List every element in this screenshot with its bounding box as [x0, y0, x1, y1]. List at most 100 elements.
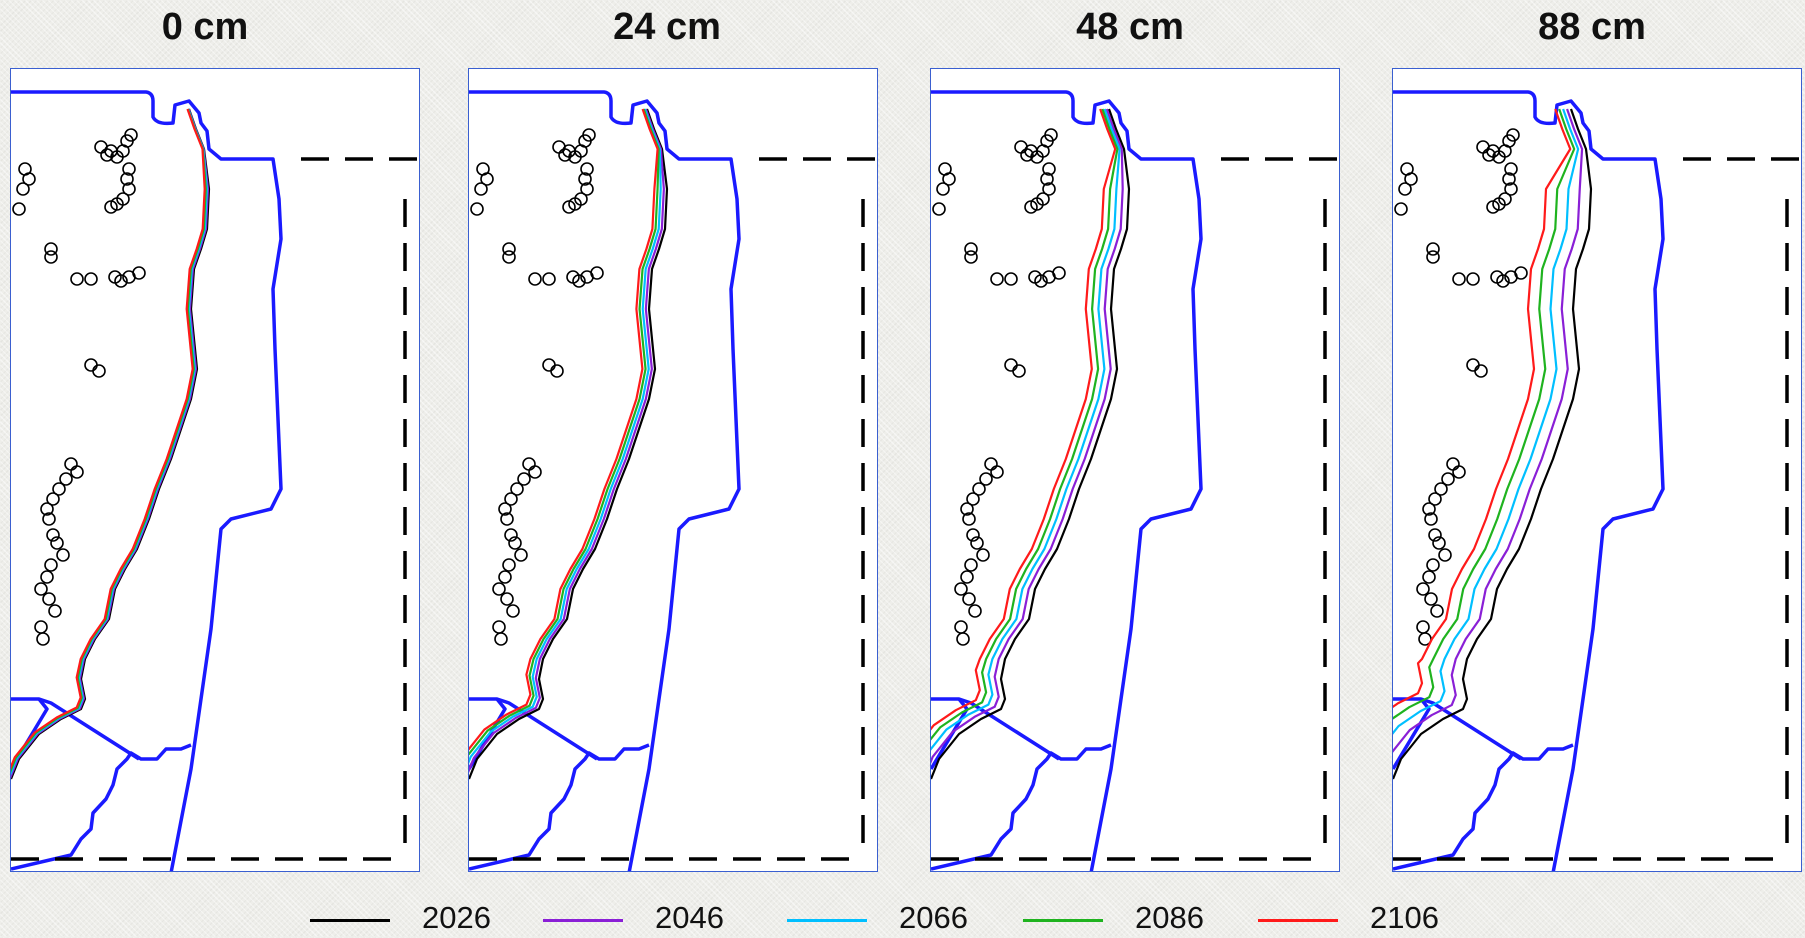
observation-point-6 [1044, 128, 1058, 142]
observation-point-33 [1424, 512, 1438, 526]
observation-point-27 [984, 457, 998, 471]
observation-point-31 [1428, 492, 1442, 506]
observation-point-40 [42, 592, 56, 606]
shoreline-2066 [931, 108, 1121, 751]
observation-point-1 [100, 148, 114, 162]
observation-point-40 [962, 592, 976, 606]
boundary-line-3 [11, 743, 192, 871]
observation-point-15 [16, 182, 30, 196]
observation-point-19 [528, 272, 542, 286]
observation-point-38 [40, 570, 54, 584]
observation-point-16 [932, 202, 946, 216]
observation-point-32 [498, 502, 512, 516]
scenario-title-0cm: 0 cm [161, 6, 249, 48]
shoreline-2046 [1393, 108, 1584, 753]
legend-label-2026: 2026 [422, 900, 491, 935]
observation-point-35 [1432, 536, 1446, 550]
shoreline-2046 [931, 108, 1124, 765]
observation-point-7 [580, 162, 594, 176]
observation-point-24 [590, 266, 604, 280]
observation-point-29 [979, 472, 993, 486]
observation-point-37 [964, 558, 978, 572]
observation-point-1 [1482, 148, 1496, 162]
observation-point-42 [492, 620, 506, 634]
observation-point-27 [1446, 457, 1460, 471]
observation-point-24 [132, 266, 146, 280]
observation-point-20 [542, 272, 556, 286]
observation-point-28 [990, 465, 1004, 479]
observation-point-15 [936, 182, 950, 196]
observation-point-38 [1422, 570, 1436, 584]
observation-point-7 [1504, 162, 1518, 176]
shoreline-2026 [931, 108, 1131, 780]
observation-point-32 [1422, 502, 1436, 516]
observation-point-8 [1502, 172, 1516, 186]
boundary-line-1 [931, 697, 1060, 761]
observation-point-19 [1452, 272, 1466, 286]
legend-swatch-2066 [787, 919, 867, 922]
observation-point-16 [1394, 202, 1408, 216]
observation-point-14 [942, 172, 956, 186]
observation-point-24 [1052, 266, 1066, 280]
observation-point-20 [84, 272, 98, 286]
observation-point-7 [122, 162, 136, 176]
observation-point-34 [46, 528, 60, 542]
observation-point-39 [34, 582, 48, 596]
legend-swatch-2026 [310, 919, 390, 922]
observation-point-37 [44, 558, 58, 572]
observation-point-35 [970, 536, 984, 550]
observation-point-20 [1466, 272, 1480, 286]
observation-point-29 [59, 472, 73, 486]
observation-point-40 [1424, 592, 1438, 606]
observation-point-39 [954, 582, 968, 596]
observation-point-42 [1416, 620, 1430, 634]
observation-point-33 [500, 512, 514, 526]
shoreline-2066 [1393, 108, 1580, 735]
boundary-line-0 [1393, 90, 1665, 871]
observation-point-41 [1430, 604, 1444, 618]
observation-point-31 [46, 492, 60, 506]
observation-point-32 [40, 502, 54, 516]
observation-point-33 [42, 512, 56, 526]
boundary-line-3 [1393, 743, 1574, 871]
observation-point-38 [498, 570, 512, 584]
observation-point-42 [954, 620, 968, 634]
boundary-line-1 [11, 697, 140, 761]
legend-swatch-2106 [1258, 919, 1338, 922]
legend-label-2086: 2086 [1135, 900, 1204, 935]
observation-point-42 [34, 620, 48, 634]
observation-point-15 [1398, 182, 1412, 196]
observation-point-29 [1441, 472, 1455, 486]
observation-point-14 [480, 172, 494, 186]
observation-point-17 [502, 242, 516, 256]
observation-point-36 [56, 548, 70, 562]
observation-point-25 [84, 358, 98, 372]
observation-point-36 [1438, 548, 1452, 562]
observation-point-25 [542, 358, 556, 372]
boundary-line-2 [931, 697, 969, 770]
legend-label-2066: 2066 [899, 900, 968, 935]
observation-point-43 [494, 632, 508, 646]
scenario-title-24cm: 24 cm [613, 6, 721, 48]
shoreline-2066 [469, 108, 662, 765]
observation-point-30 [510, 482, 524, 496]
observation-point-15 [474, 182, 488, 196]
observation-point-20 [1004, 272, 1018, 286]
shoreline-2046 [469, 108, 665, 773]
observation-point-8 [1040, 172, 1054, 186]
observation-point-33 [962, 512, 976, 526]
observation-point-34 [504, 528, 518, 542]
scenario-title-48cm: 48 cm [1076, 6, 1184, 48]
legend-swatch-2046 [543, 919, 623, 922]
observation-point-26 [92, 364, 106, 378]
map-svg-88cm [1393, 90, 1801, 871]
observation-point-38 [960, 570, 974, 584]
legend-label-2106: 2106 [1370, 900, 1439, 935]
shoreline-2106 [11, 108, 206, 770]
observation-point-6 [1506, 128, 1520, 142]
observation-point-24 [1514, 266, 1528, 280]
observation-point-9 [1042, 182, 1056, 196]
observation-point-32 [960, 502, 974, 516]
observation-point-9 [1504, 182, 1518, 196]
observation-point-19 [70, 272, 84, 286]
